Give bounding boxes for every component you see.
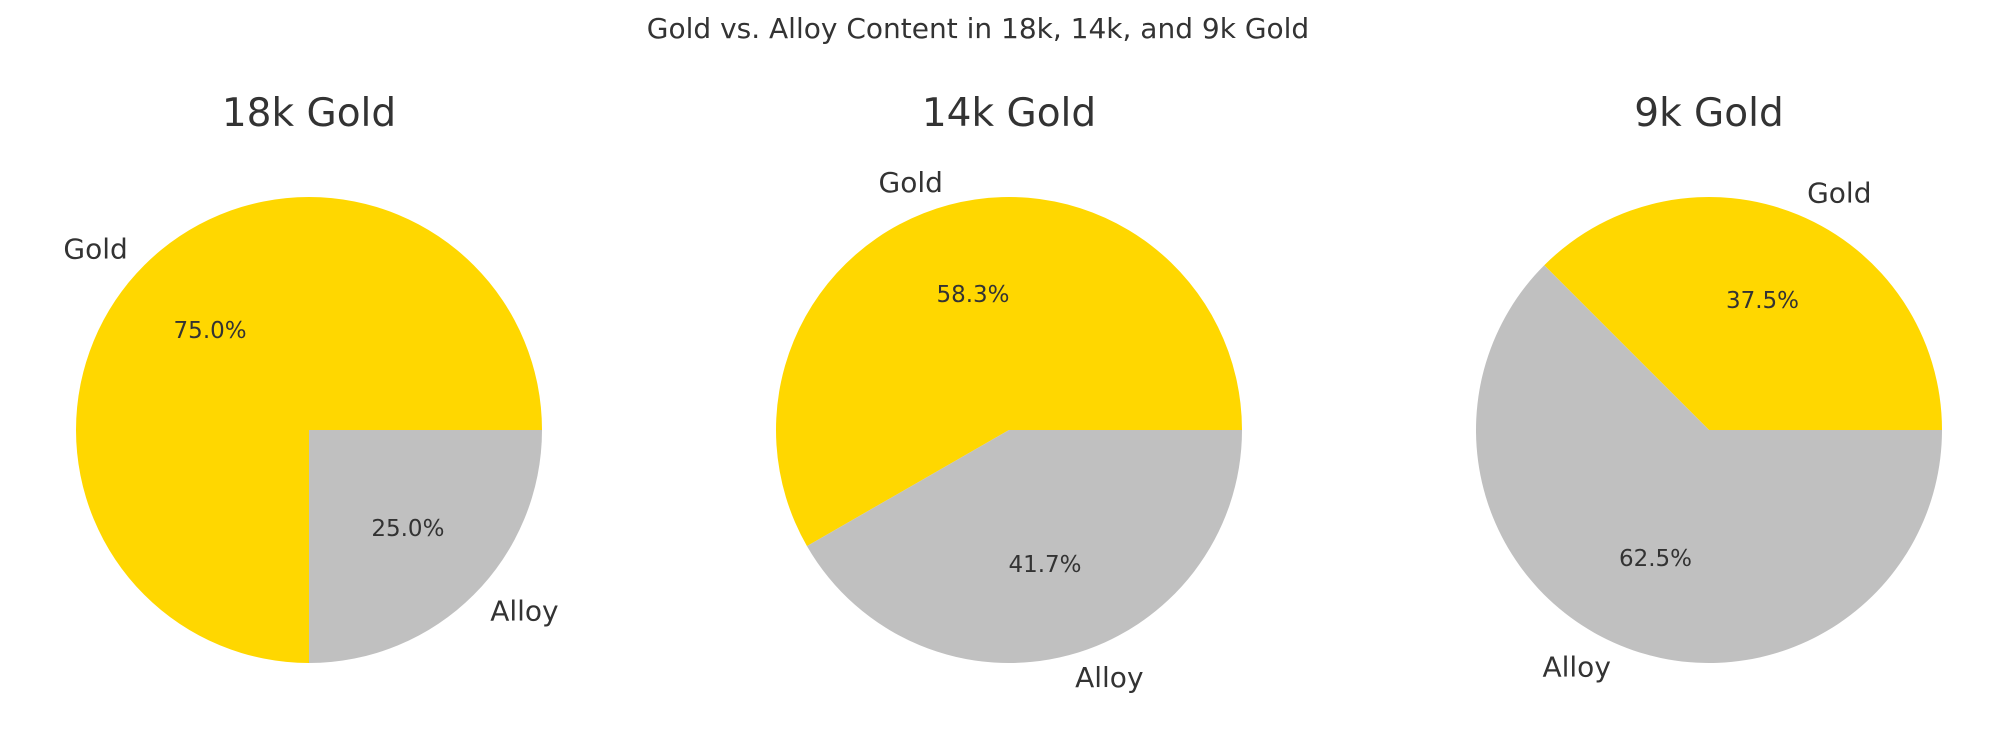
slice-label-gold-9k-gold: Gold — [1807, 177, 1871, 210]
slice-percent-gold-14k-gold: 58.3% — [936, 282, 1009, 308]
figure-title: Gold vs. Alloy Content in 18k, 14k, and … — [647, 12, 1309, 45]
slice-label-alloy-9k-gold: Alloy — [1542, 650, 1610, 683]
slice-label-alloy-14k-gold: Alloy — [1075, 661, 1143, 694]
pie-title-14k: 14k Gold — [922, 91, 1096, 136]
pie-title-9k: 9k Gold — [1634, 91, 1783, 136]
slice-percent-alloy-18k-gold: 25.0% — [371, 516, 444, 542]
slice-percent-alloy-9k-gold: 62.5% — [1619, 546, 1692, 572]
pie-slice-alloy-18k-gold — [309, 430, 542, 663]
pie-title-18k: 18k Gold — [222, 91, 396, 136]
slice-percent-gold-18k-gold: 75.0% — [174, 318, 247, 344]
pie-14k: Gold 58.3% Alloy 41.7% 14k Gold — [776, 91, 1242, 694]
pie-9k: Gold 37.5% Alloy 62.5% 9k Gold — [1476, 91, 1943, 683]
slice-percent-gold-9k-gold: 37.5% — [1726, 288, 1799, 314]
pie-18k: Gold 75.0% Alloy 25.0% 18k Gold — [63, 91, 559, 663]
pie-slice-alloy-14k-gold — [806, 430, 1242, 664]
slice-label-gold-18k-gold: Gold — [63, 232, 127, 265]
slice-percent-alloy-14k-gold: 41.7% — [1008, 552, 1081, 578]
slice-label-alloy-18k-gold: Alloy — [490, 595, 558, 628]
pie-slice-gold-14k-gold — [776, 197, 1242, 547]
slice-label-gold-14k-gold: Gold — [879, 166, 943, 199]
pie-slice-gold-9k-gold — [1544, 196, 1943, 430]
pie-slice-alloy-9k-gold — [1476, 265, 1942, 663]
